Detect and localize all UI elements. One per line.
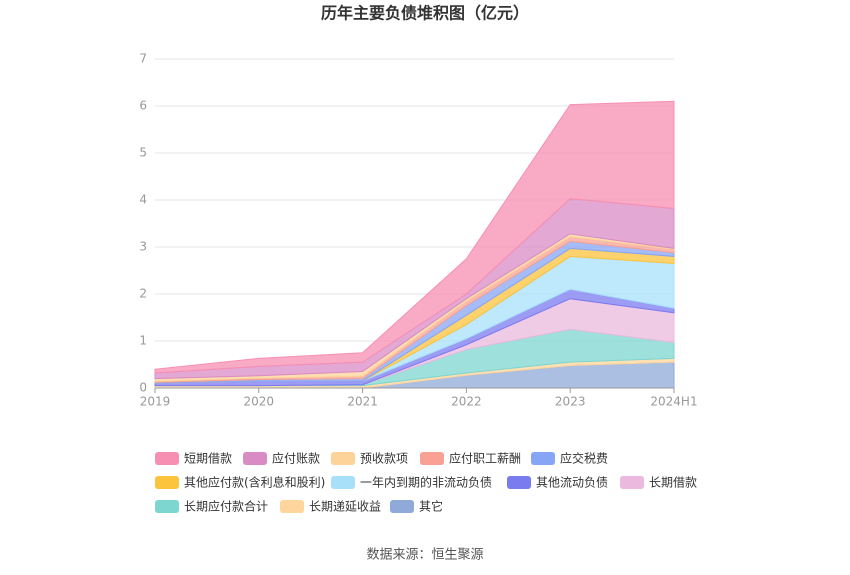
y-tick-label: 4 (139, 193, 147, 207)
x-tick-label: 2022 (451, 395, 482, 409)
legend-swatch (531, 452, 555, 465)
x-tick-label: 2019 (140, 395, 171, 409)
y-tick-label: 5 (139, 146, 147, 160)
legend-label: 应付账款 (272, 451, 320, 466)
legend-label: 短期借款 (184, 452, 232, 466)
legend-swatch (280, 500, 304, 513)
legend-label: 长期递延收益 (309, 500, 381, 514)
legend-swatch (331, 476, 355, 489)
legend-label: 应交税费 (560, 451, 608, 466)
source-note: 数据来源：恒生聚源 (366, 548, 483, 563)
legend-label: 一年内到期的非流动负债 (360, 475, 492, 490)
y-tick-label: 3 (139, 240, 147, 254)
legend-label: 其它 (419, 499, 443, 514)
legend-swatch (155, 476, 179, 489)
legend-swatch (331, 452, 355, 465)
legend-label: 其他流动负债 (536, 476, 608, 490)
y-tick-label: 6 (139, 99, 147, 113)
legend-swatch (155, 452, 179, 465)
legend-swatch (507, 476, 531, 489)
y-tick-label: 2 (139, 287, 147, 301)
x-tick-label: 2020 (244, 395, 275, 409)
legend-label: 长期应付款合计 (184, 499, 268, 514)
legend-label: 预收款项 (360, 452, 408, 466)
legend-swatch (155, 500, 179, 513)
legend-label: 应付职工薪酬 (449, 451, 521, 466)
area (154, 100, 675, 374)
chart-title: 历年主要负债堆积图（亿元） (321, 4, 529, 23)
x-tick-label: 2021 (347, 395, 378, 409)
legend-swatch (390, 500, 414, 513)
legend-label: 其他应付款(含利息和股利) (184, 475, 325, 490)
legend-swatch (243, 452, 267, 465)
y-tick-label: 0 (139, 381, 147, 395)
legend-swatch (620, 476, 644, 489)
legend-label: 长期借款 (649, 476, 697, 490)
y-tick-label: 1 (139, 334, 147, 348)
x-tick-label: 2023 (555, 395, 586, 409)
x-tick-label: 2024H1 (650, 395, 697, 409)
legend-swatch (420, 452, 444, 465)
y-tick-label: 7 (139, 52, 147, 66)
